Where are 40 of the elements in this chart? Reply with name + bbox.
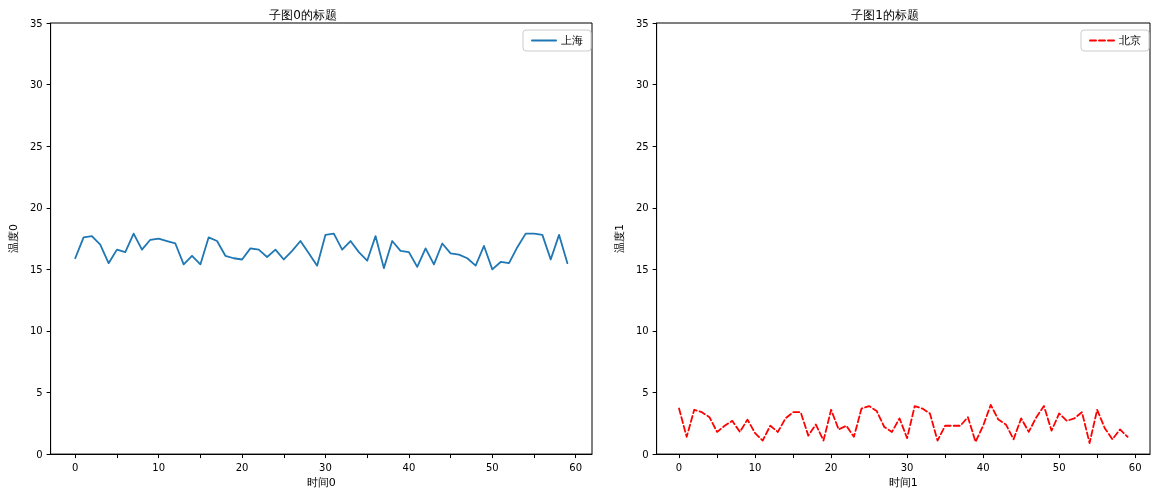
y-tick-label: 25 [29,140,43,152]
chart-title: 子图0的标题 [269,8,337,22]
y-tick-label: 20 [29,202,43,214]
line-series [74,232,569,271]
x-tick-label: 40 [976,461,990,473]
y-tick-label: 15 [29,263,43,275]
x-tick-label: 30 [319,461,332,473]
y-tick-label: 5 [36,387,43,399]
y-tick-label: 30 [29,79,43,91]
line-series [678,403,1129,444]
y-tick-label: 10 [635,325,649,337]
chart-title: 子图1的标题 [851,8,919,22]
x-tick-label: 30 [900,461,914,473]
x-tick-label: 50 [1052,461,1066,473]
y-tick-label: 30 [635,79,649,91]
x-tick-label: 60 [569,461,583,473]
x-tick-label: 50 [485,461,499,473]
y-axis-title: 温度1 [613,224,626,254]
legend-label: 上海 [561,34,583,47]
x-tick-label: 20 [235,461,249,473]
x-tick-label: 40 [402,461,416,473]
x-tick-label: 0 [675,461,683,473]
y-axis-title: 温度0 [7,224,20,254]
x-tick-label: 60 [1128,461,1142,473]
y-tick-label: 20 [635,202,649,214]
y-tick-label: 35 [29,17,43,29]
y-tick-label: 35 [635,17,649,29]
x-axis-title: 时间1 [888,476,918,489]
y-tick-label: 5 [642,387,649,399]
y-tick-label: 15 [635,263,649,275]
x-tick-label: 10 [152,461,166,473]
y-tick-label: 25 [635,140,649,152]
x-tick-label: 20 [824,461,838,473]
y-tick-label: 10 [29,325,43,337]
y-tick-label: 0 [36,448,43,460]
legend-label: 北京 [1119,34,1141,47]
x-tick-label: 0 [72,461,79,473]
x-axis-title: 时间0 [306,476,336,489]
x-tick-label: 10 [748,461,762,473]
y-tick-label: 0 [642,448,649,460]
